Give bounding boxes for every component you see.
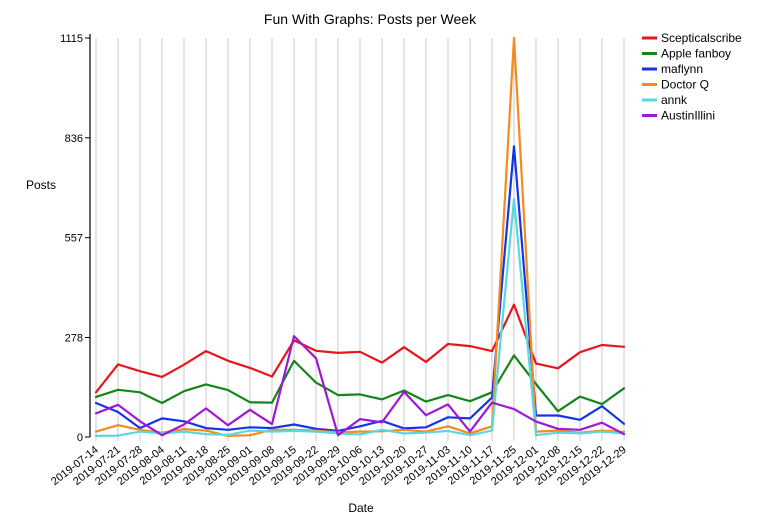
x-axis: 2019-07-142019-07-212019-07-282019-08-04… (49, 444, 629, 488)
legend-label-doctor-q: Doctor Q (661, 78, 709, 92)
series-line-austinillini (94, 335, 626, 437)
y-tick-label: 557 (65, 233, 83, 245)
legend-label-austinillini: AustinIllini (661, 109, 715, 123)
y-axis: 0 278 557 836 1115 (60, 33, 91, 444)
legend-label-scepticalscribe: Scepticalscribe (661, 31, 742, 45)
y-tick-label: 1115 (60, 33, 83, 45)
chart-title: Fun With Graphs: Posts per Week (264, 11, 477, 27)
legend-label-maflynn: maflynn (661, 62, 703, 76)
series-line-annk (94, 197, 626, 437)
y-axis-title: Posts (26, 178, 56, 192)
x-axis-title: Date (348, 501, 374, 515)
legend-label-apple-fanboy: Apple fanboy (661, 47, 731, 61)
legend-label-annk: annk (661, 93, 688, 107)
y-tick-label: 278 (65, 333, 83, 345)
vertical-gridlines (95, 38, 625, 441)
y-tick-label: 836 (65, 133, 83, 145)
series-line-scepticalscribe (94, 303, 626, 394)
y-tick-label: 0 (77, 432, 83, 444)
series-line-apple-fanboy (94, 354, 626, 413)
series-lines (94, 36, 626, 437)
